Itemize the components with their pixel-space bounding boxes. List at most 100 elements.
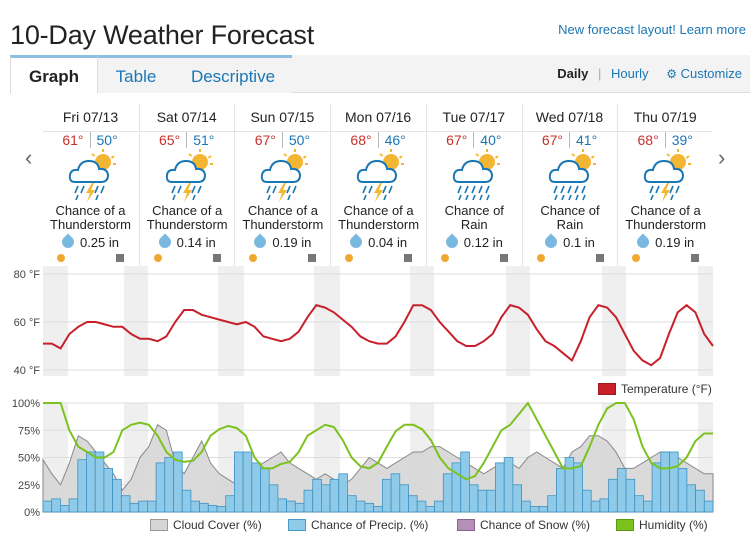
condition-line-1: Chance of a (152, 203, 223, 218)
day-forecast-strip: Fri 07/13 61° 50° Chance of a Thunderstorm 0.… (43, 104, 713, 268)
y-tick-label: 40 °F (14, 365, 41, 377)
day-column[interactable]: Mon 07/16 68° 46° Chance of a Thunderstorm 0.… (330, 104, 426, 268)
precip-bar (373, 506, 383, 513)
condition-text: Chance of a Thunderstorm (618, 204, 713, 232)
precip-bar (547, 495, 557, 513)
precip-bar (677, 468, 688, 513)
condition-text: Chance of a Thunderstorm (140, 204, 235, 232)
chevron-left-icon[interactable]: ‹ (25, 145, 33, 170)
tab-descriptive[interactable]: Descriptive (174, 55, 292, 93)
precip-amount: 0.25 in (43, 233, 138, 251)
precip-bar (303, 489, 314, 513)
precip-amount: 0.14 in (140, 233, 235, 251)
moon-icon (691, 254, 700, 262)
legend-precip: Chance of Precip. (%) (288, 518, 428, 532)
precip-bar (312, 478, 322, 513)
legend-snow-label: Chance of Snow (%) (480, 518, 591, 532)
precip-bar (320, 484, 331, 513)
legend-cloud-cover: Cloud Cover (%) (150, 518, 262, 532)
precip-bar (207, 505, 218, 513)
y-tick-label: 100% (12, 398, 40, 410)
condition-line-2: Thunderstorm (50, 217, 131, 232)
precip-bar (643, 500, 653, 513)
raindrop-icon (634, 233, 652, 251)
temperature-swatch (598, 383, 616, 395)
day-column[interactable]: Sun 07/15 67° 50° Chance of a Thunderstorm 0.… (234, 104, 330, 268)
tab-graph[interactable]: Graph (10, 55, 98, 94)
customize-button[interactable]: ⚙ Customize (666, 66, 742, 81)
condition-line-1: Chance of a (247, 203, 318, 218)
customize-label: Customize (680, 66, 742, 81)
thunderstorm-icon (259, 148, 309, 203)
precip-bar (216, 506, 227, 513)
day-column[interactable]: Wed 07/18 67° 41° Chance of Rain 0.1 in (521, 104, 618, 268)
thunderstorm-icon (642, 148, 692, 203)
sun-moon-row (43, 254, 138, 266)
day-temps: 67° 41° (523, 132, 618, 148)
humidity-swatch (616, 519, 634, 531)
gear-icon: ⚙ (666, 67, 677, 81)
rain-icon (451, 148, 501, 203)
night-band (698, 266, 713, 376)
y-tick-label: 50% (18, 453, 40, 465)
precip-bar (268, 484, 279, 513)
precip-bar (503, 457, 514, 513)
condition-line-2: Rain (556, 217, 584, 232)
legend-snow: Chance of Snow (%) (457, 518, 590, 532)
precip-bar (190, 500, 200, 513)
low-temp: 41° (576, 132, 598, 148)
precip-bar (86, 451, 96, 513)
daily-toggle[interactable]: Daily (557, 66, 589, 81)
sun-icon (249, 254, 258, 262)
new-layout-link[interactable]: New forecast layout! Learn more (558, 22, 746, 37)
precip-bar (112, 478, 122, 513)
precip-bar (381, 478, 392, 513)
precip-bar (468, 484, 479, 513)
precip-bar (669, 451, 679, 513)
day-column[interactable]: Fri 07/13 61° 50° Chance of a Thunderstorm 0.… (43, 104, 138, 268)
sun-moon-row (235, 254, 330, 266)
precip-bar (138, 500, 148, 513)
high-temp: 67° (530, 132, 570, 148)
high-temp: 67° (434, 132, 475, 148)
day-column[interactable]: Thu 07/19 68° 39° Chance of a Thunderstorm 0.… (617, 104, 713, 268)
cloud-cover-area (42, 424, 714, 513)
condition-line-2: Thunderstorm (625, 217, 707, 232)
night-band (602, 266, 626, 376)
precip-bar (51, 498, 61, 513)
precip-value: 0.12 in (463, 235, 503, 250)
precip-bar (703, 500, 714, 513)
day-temps: 65° 51° (140, 132, 235, 148)
night-band (314, 266, 340, 376)
condition-line-1: Chance of a (55, 203, 126, 218)
day-name: Fri 07/13 (43, 109, 138, 132)
precip-bar (399, 484, 409, 513)
precip-bar (60, 505, 70, 513)
moon-icon (212, 254, 221, 262)
day-column[interactable]: Sat 07/14 65° 51° Chance of a Thunderstorm 0.… (138, 104, 235, 268)
precip-bar (164, 457, 174, 513)
moon-icon (499, 254, 508, 262)
precip-bar (486, 489, 496, 513)
tab-table[interactable]: Table (98, 55, 174, 93)
precip-bar (477, 489, 488, 513)
rain-icon (547, 148, 597, 203)
precip-bar (294, 502, 305, 513)
sun-icon (440, 254, 449, 262)
legend-precip-label: Chance of Precip. (%) (311, 518, 429, 532)
hourly-toggle[interactable]: Hourly (610, 66, 649, 81)
precip-value: 0.19 in (655, 235, 695, 250)
sun-icon (57, 254, 65, 262)
precip-value: 0.1 in (563, 235, 595, 250)
night-band (124, 266, 148, 376)
y-tick-label: 80 °F (14, 269, 41, 281)
precip-bar (434, 500, 444, 513)
low-temp: 40° (480, 132, 502, 148)
view-separator: | (597, 66, 602, 81)
precip-bar (364, 502, 374, 513)
precip-bar (199, 502, 209, 513)
moon-icon (308, 254, 317, 262)
thunderstorm-icon (355, 148, 405, 203)
chevron-right-icon[interactable]: › (718, 145, 726, 170)
day-column[interactable]: Tue 07/17 67° 40° Chance of Rain 0.12 in (425, 104, 521, 268)
